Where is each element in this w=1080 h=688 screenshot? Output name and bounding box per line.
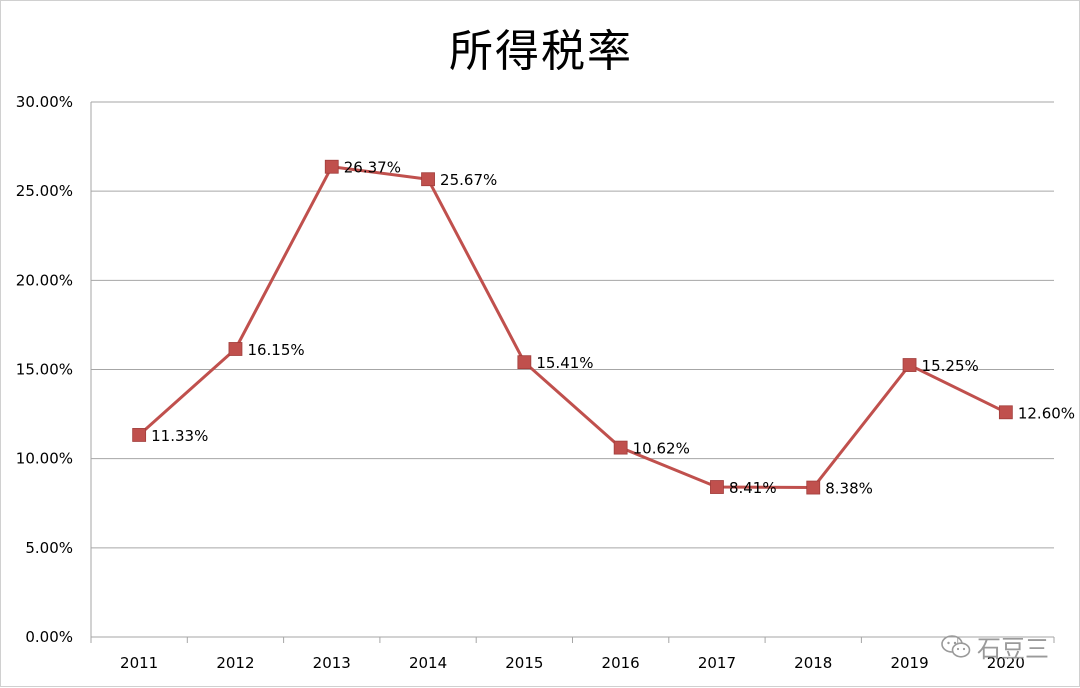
x-axis-tick-labels: 2011 2012 2013 2014 2015 2016 2017 2018 2019 2020 <box>120 654 1025 672</box>
watermark-text: 石豆三 <box>977 635 1049 663</box>
y-tick-label: 30.00% <box>16 93 73 111</box>
y-tick-label: 5.00% <box>25 539 73 557</box>
y-axis-tick-labels: 0.00% 5.00% 10.00% 15.00% 20.00% 25.00% 30.00% <box>16 93 73 646</box>
x-tick-label: 2014 <box>409 654 447 672</box>
series-line-layer <box>138 165 1007 490</box>
y-tick-label: 20.00% <box>16 271 73 289</box>
data-label: 8.38% <box>825 480 873 498</box>
series-markers <box>132 159 1013 495</box>
chart-title: 所得税率 <box>449 26 633 77</box>
x-tick-label: 2018 <box>794 654 832 672</box>
data-point-marker <box>806 480 821 495</box>
data-label: 25.67% <box>440 171 497 189</box>
data-label: 8.41% <box>729 479 777 497</box>
x-tick-label: 2013 <box>313 654 351 672</box>
data-point-marker <box>228 342 243 356</box>
data-label: 26.37% <box>344 159 401 177</box>
data-point-marker <box>324 159 339 174</box>
x-tick-label: 2016 <box>602 654 640 672</box>
x-tick-label: 2017 <box>698 654 736 672</box>
y-tick-label: 10.00% <box>16 450 73 468</box>
x-tick-label: 2019 <box>890 654 928 672</box>
x-tick-label: 2012 <box>216 654 254 672</box>
data-label: 16.15% <box>247 341 304 359</box>
data-point-marker <box>710 480 724 494</box>
data-label: 10.62% <box>633 440 690 458</box>
x-tick-label: 2015 <box>505 654 543 672</box>
data-point-marker <box>902 358 917 372</box>
gridlines <box>90 101 1055 643</box>
y-tick-label: 25.00% <box>16 182 73 200</box>
data-labels: 11.33% 16.15% 26.37% 25.67% 15.41% 10.62% 8.41… <box>151 159 1075 498</box>
series-line <box>138 165 1007 490</box>
y-tick-label: 15.00% <box>16 361 73 379</box>
x-tick-label: 2011 <box>120 654 158 672</box>
data-label: 15.41% <box>536 354 593 372</box>
data-point-marker <box>517 355 532 370</box>
x-tick-label: 2020 <box>987 654 1025 672</box>
watermark: 石豆三 <box>941 629 1049 664</box>
data-point-marker <box>421 172 435 187</box>
data-label: 15.25% <box>922 357 979 375</box>
y-tick-label: 0.00% <box>25 628 73 646</box>
data-label: 12.60% <box>1018 404 1075 422</box>
data-label: 11.33% <box>151 427 208 445</box>
data-point-marker <box>613 440 628 455</box>
data-point-marker <box>132 428 147 442</box>
wechat-icon <box>941 634 971 658</box>
data-point-marker <box>998 405 1013 420</box>
